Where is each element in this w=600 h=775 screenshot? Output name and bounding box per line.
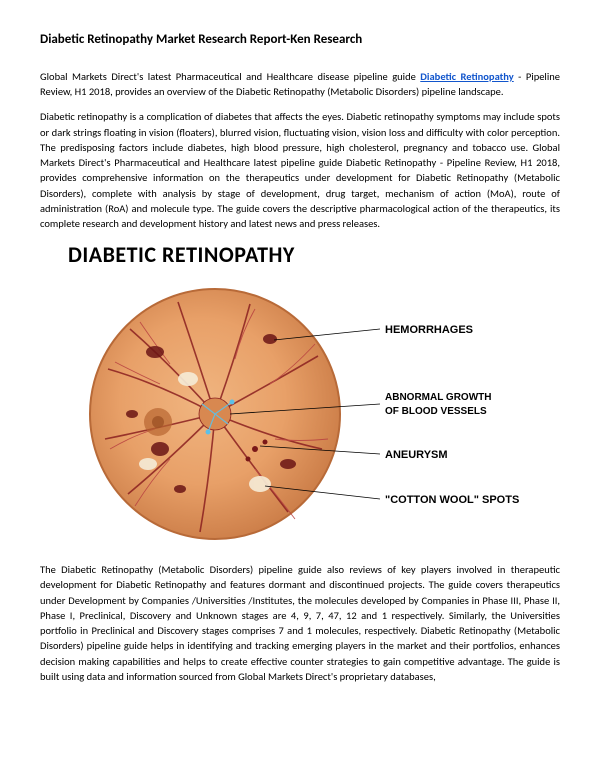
para1-pre: Global Markets Direct's latest Pharmaceu… [40, 70, 420, 83]
label-abnormal-1: ABNORMAL GROWTH [385, 392, 491, 403]
label-abnormal-2: OF BLOOD VESSELS [385, 406, 487, 417]
label-hemorrhages: HEMORRHAGES [385, 324, 473, 336]
retinopathy-diagram: HEMORRHAGES ABNORMAL GROWTH OF BLOOD VES… [60, 274, 540, 554]
page-title: Diabetic Retinopathy Market Research Rep… [40, 32, 560, 47]
paragraph-2: Diabetic retinopathy is a complication o… [40, 109, 560, 231]
paragraph-1: Global Markets Direct's latest Pharmaceu… [40, 69, 560, 99]
label-aneurysm: ANEURYSM [385, 449, 448, 461]
diabetic-retinopathy-link[interactable]: Diabetic Retinopathy [420, 70, 513, 83]
label-cotton-wool: "COTTON WOOL" SPOTS [385, 494, 519, 506]
paragraph-3: The Diabetic Retinopathy (Metabolic Diso… [40, 562, 560, 684]
diagram-title: DIABETIC RETINOPATHY [68, 241, 560, 268]
